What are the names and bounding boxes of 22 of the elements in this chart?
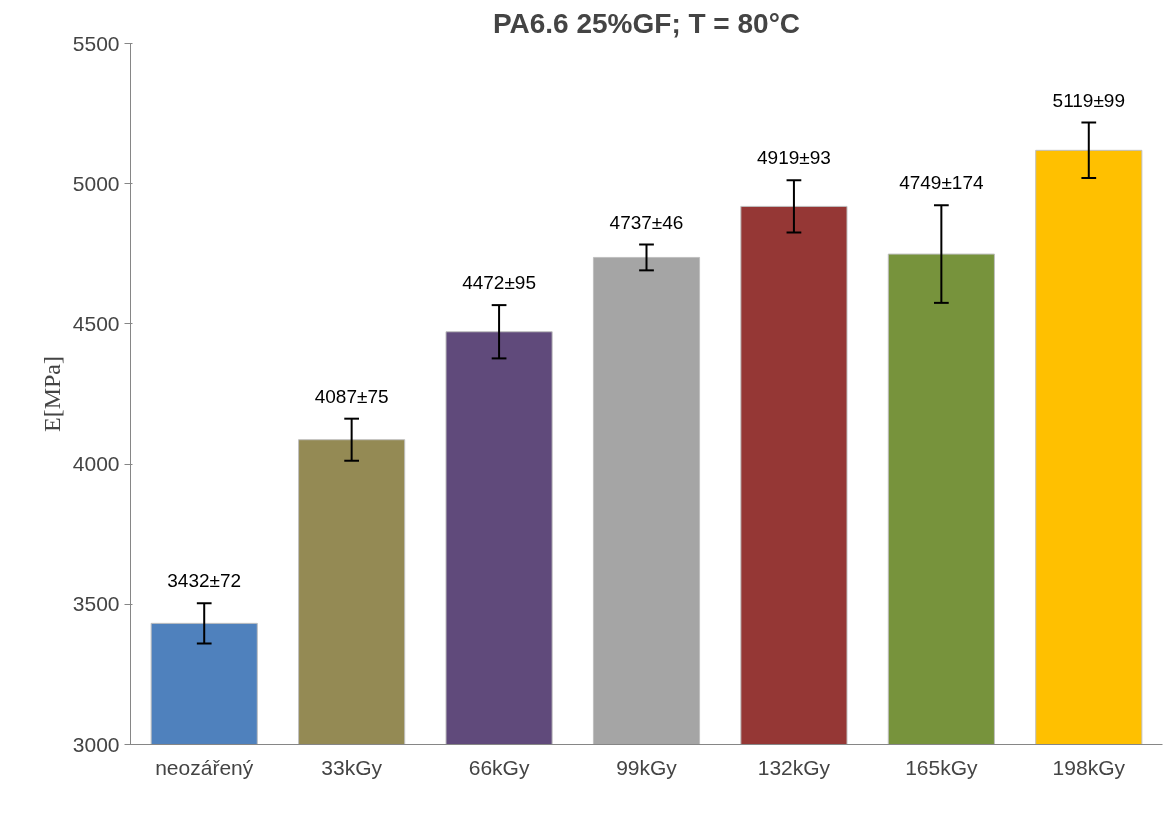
data-label: 4472±95 [462,272,536,294]
data-label: 3432±72 [167,570,242,592]
x-tick-label: 132kGy [757,755,831,779]
x-tick-label: 198kGy [1052,755,1126,779]
y-tick-label: 5500 [72,31,120,55]
x-tick-label: 66kGy [468,755,530,779]
data-label: 4737±46 [609,211,684,233]
x-tick-label: neozářený [155,755,254,779]
x-tick-label: 33kGy [321,755,383,779]
x-tick-label: 99kGy [616,755,678,779]
y-tick-label: 4500 [72,311,120,335]
x-tick-label: 165kGy [905,755,979,779]
y-tick-label: 3500 [72,592,120,616]
data-label: 4919±93 [757,147,831,169]
data-label: 4749±174 [899,172,984,194]
y-tick-label: 4000 [72,452,120,476]
data-label: 5119±99 [1052,89,1125,111]
y-axis-title: E[MPa] [38,356,65,432]
data-label: 4087±75 [314,385,389,407]
y-tick-label: 3000 [72,732,120,756]
y-tick-label: 5000 [72,171,120,195]
chart-title: PA6.6 25%GF; T = 80°C [492,7,801,39]
